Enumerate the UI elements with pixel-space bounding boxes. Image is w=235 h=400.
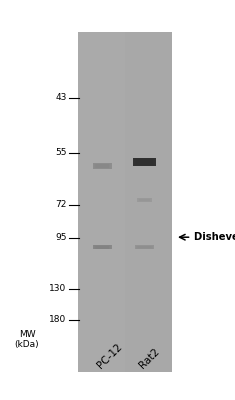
Text: 130: 130 — [49, 284, 67, 293]
Bar — [133, 158, 156, 166]
Bar — [136, 246, 153, 249]
Bar — [78, 32, 172, 372]
Bar — [141, 199, 149, 201]
Bar — [93, 245, 112, 250]
Bar — [136, 159, 153, 165]
Bar — [95, 246, 110, 249]
Text: 55: 55 — [55, 148, 67, 157]
Text: Rat2: Rat2 — [137, 346, 161, 370]
Bar — [93, 163, 112, 169]
Bar — [96, 246, 109, 248]
Bar — [96, 164, 109, 168]
Bar — [97, 165, 108, 167]
Bar — [93, 245, 111, 249]
Bar — [97, 246, 108, 248]
Bar — [137, 246, 152, 248]
Text: 72: 72 — [55, 200, 67, 209]
Bar — [135, 245, 154, 249]
Text: Dishevelled 2: Dishevelled 2 — [194, 232, 235, 242]
Bar — [138, 160, 151, 164]
Bar — [137, 198, 152, 202]
Text: 180: 180 — [49, 316, 67, 324]
Bar — [78, 32, 125, 372]
Bar — [135, 245, 154, 249]
Bar — [134, 158, 155, 166]
Bar — [138, 198, 151, 202]
Bar — [138, 246, 151, 248]
Bar — [94, 164, 110, 168]
Bar — [93, 164, 111, 168]
Text: 95: 95 — [55, 234, 67, 242]
Text: 43: 43 — [55, 94, 67, 102]
Bar — [137, 246, 153, 249]
Bar — [133, 158, 156, 166]
Text: MW
(kDa): MW (kDa) — [15, 330, 39, 350]
Bar — [139, 199, 150, 201]
Bar — [137, 198, 152, 202]
Bar — [140, 199, 149, 201]
Bar — [94, 246, 110, 249]
Bar — [137, 159, 152, 165]
Bar — [139, 246, 150, 248]
Bar — [93, 245, 112, 250]
Bar — [139, 198, 150, 202]
Text: PC-12: PC-12 — [95, 341, 124, 370]
Bar — [93, 163, 112, 169]
Bar — [95, 164, 110, 168]
Bar — [135, 158, 154, 166]
